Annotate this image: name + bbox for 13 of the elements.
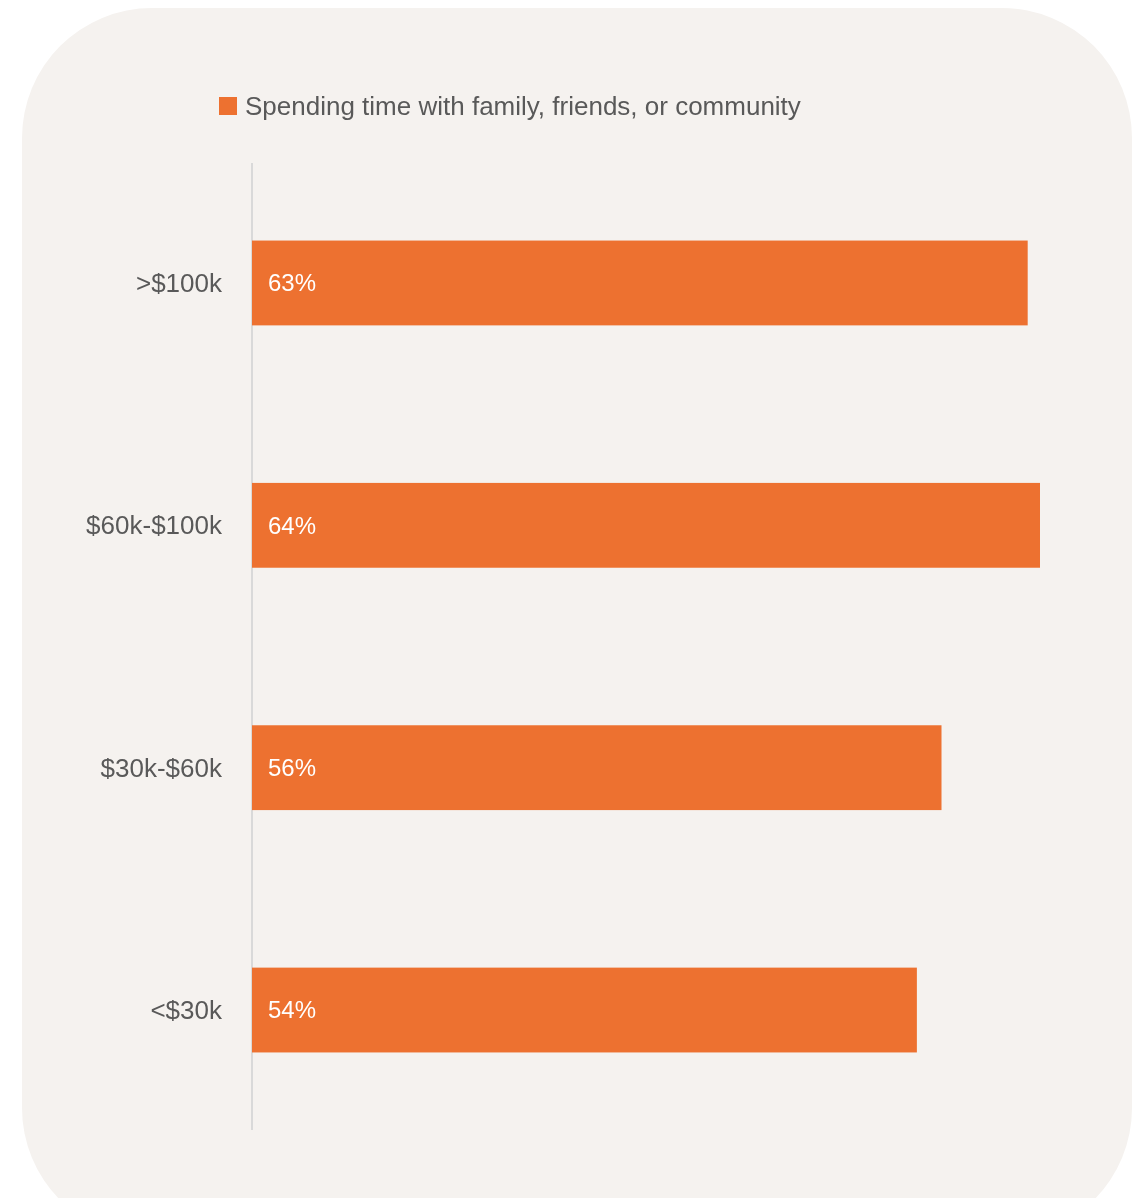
bar [252, 967, 917, 1053]
data-label: 63% [268, 269, 317, 297]
legend-label: Spending time with family, friends, or community [245, 91, 801, 122]
bar [252, 482, 1040, 568]
data-label: 56% [268, 754, 317, 782]
bar [252, 240, 1028, 326]
bar [252, 725, 942, 811]
y-tick-label: $30k-$60k [100, 752, 223, 783]
y-tick-label: >$100k [135, 268, 223, 299]
data-label: 54% [268, 996, 317, 1024]
y-tick-label: <$30k [150, 995, 223, 1026]
y-tick-label: $60k-$100k [86, 510, 223, 541]
data-label: 64% [268, 511, 317, 539]
